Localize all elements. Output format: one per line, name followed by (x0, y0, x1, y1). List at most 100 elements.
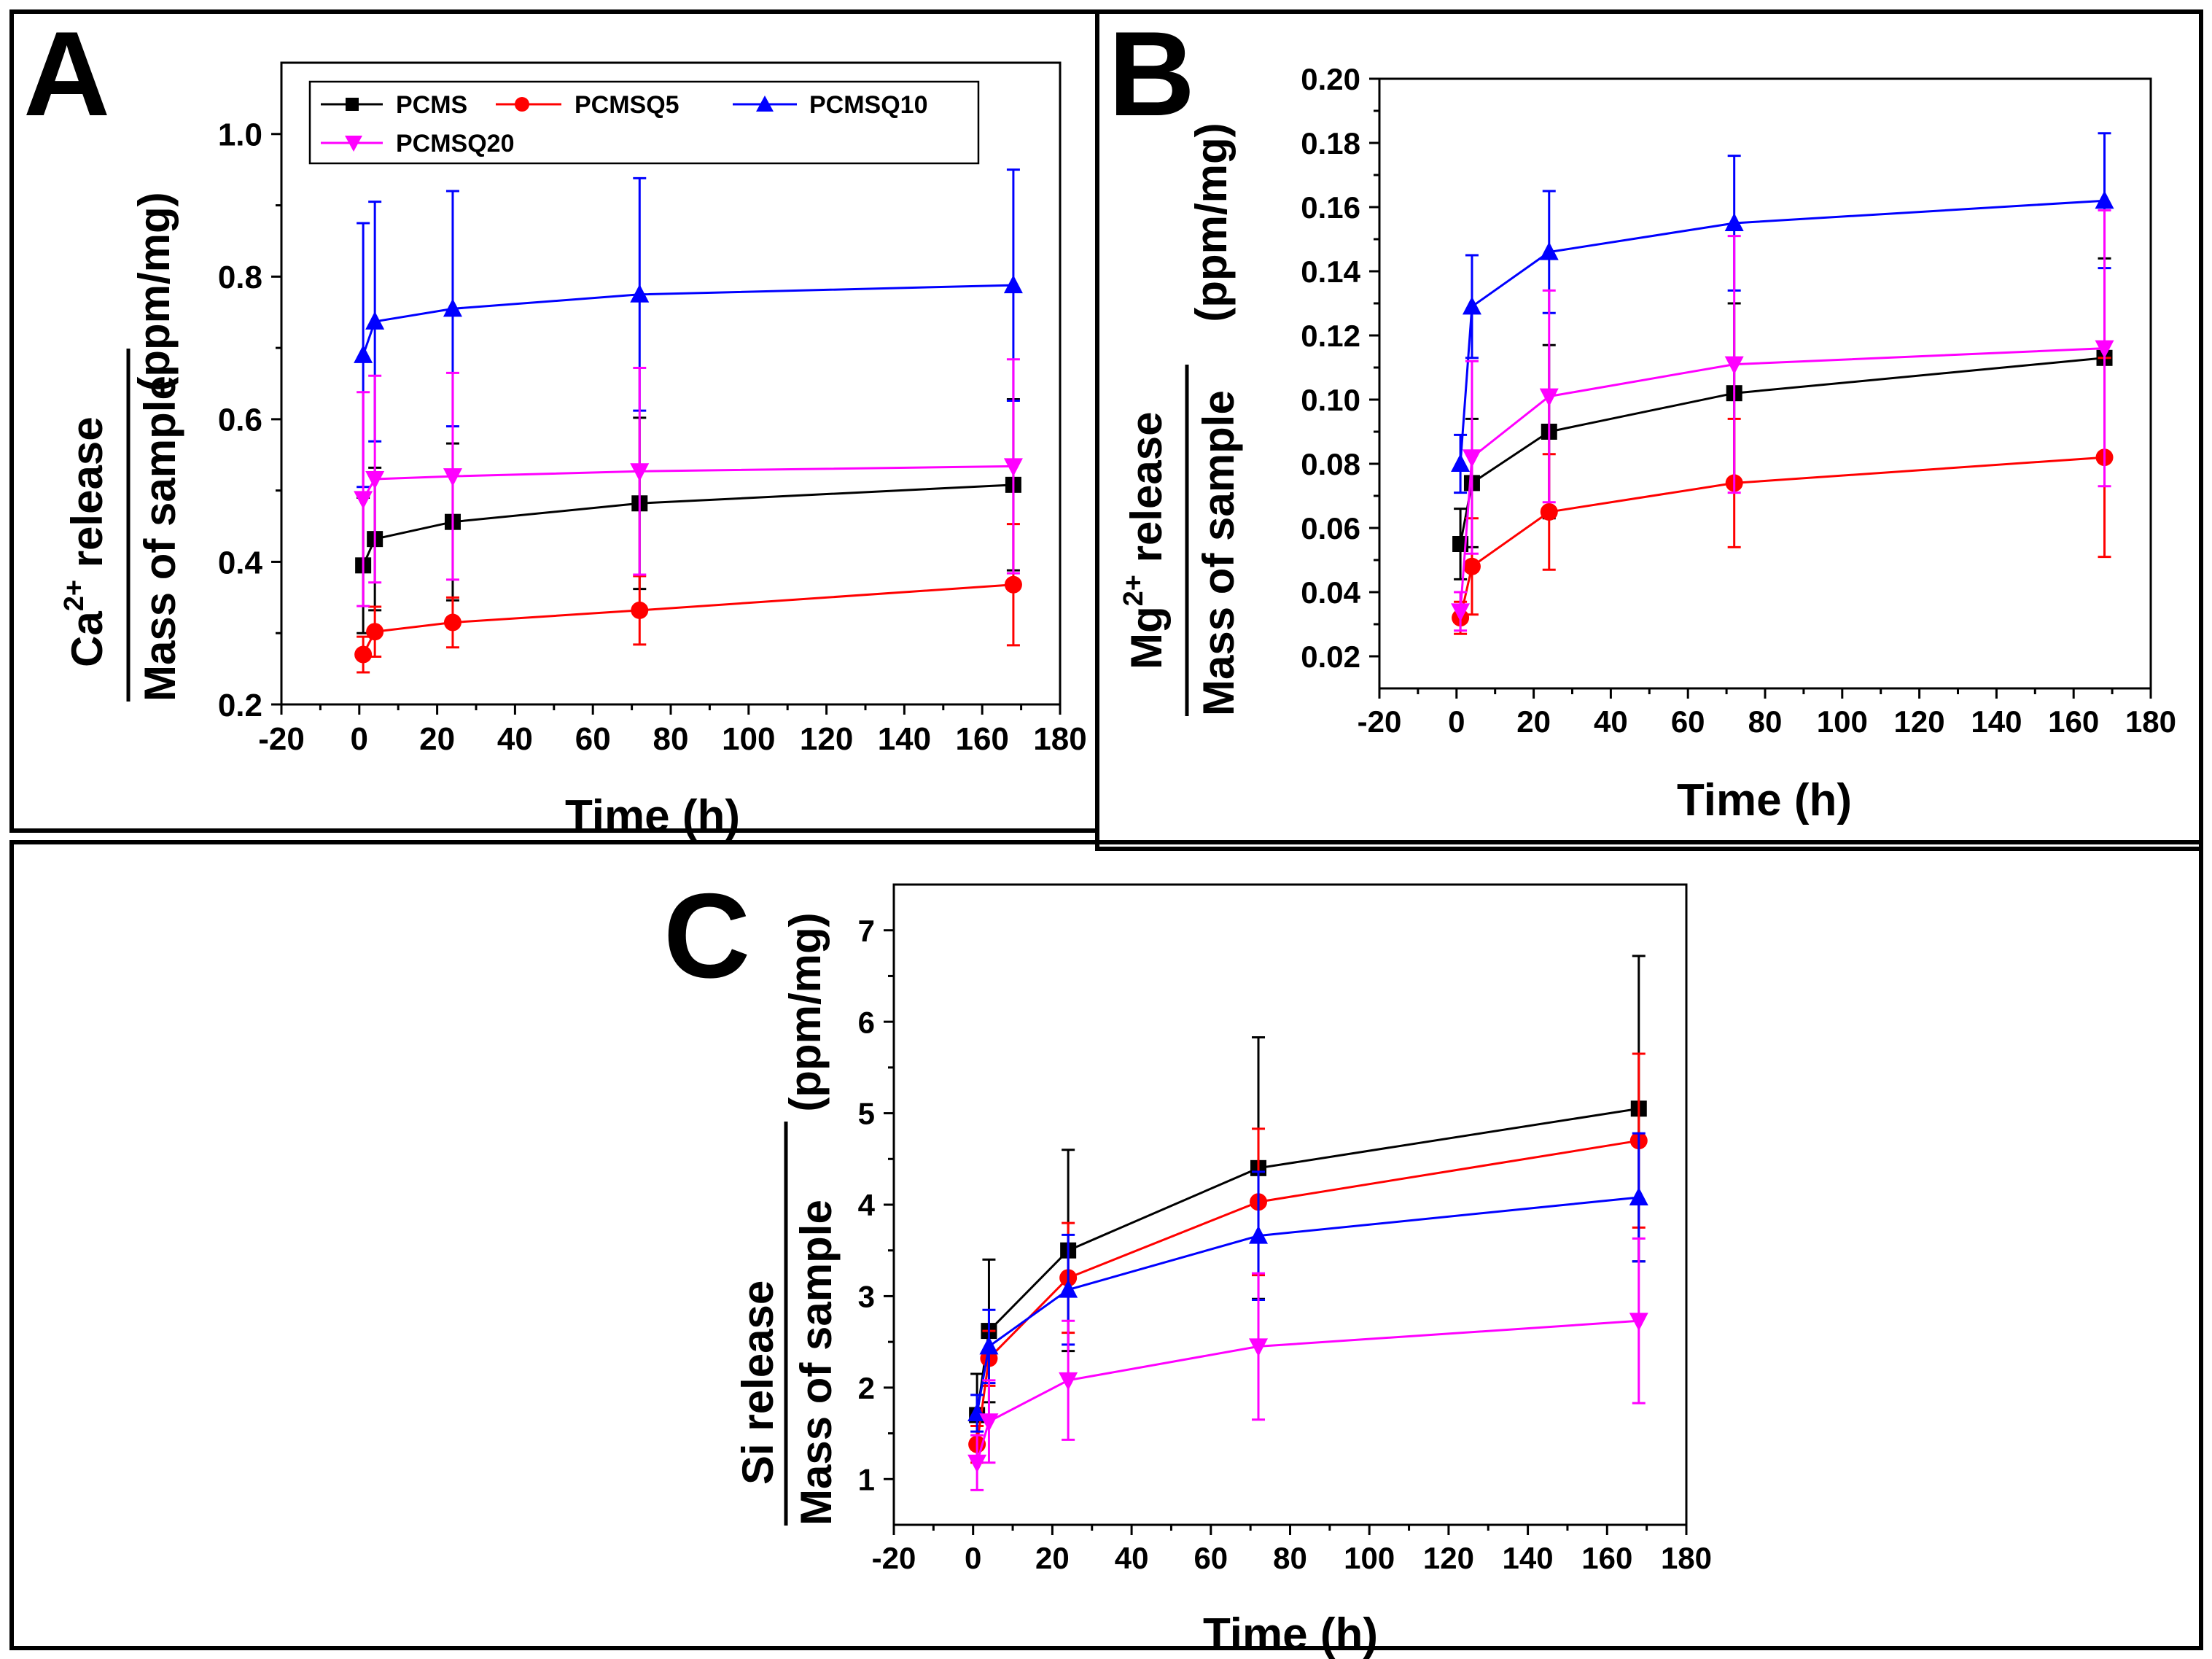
legend-label-pcms: PCMS (396, 91, 467, 119)
panel-a-legend-box (308, 80, 980, 165)
x-tick-label: 160 (955, 721, 1008, 757)
legend-entry-pcmsq10: PCMSQ10 (733, 91, 928, 119)
y-tick-label: 4 (858, 1188, 876, 1222)
x-tick-label: 20 (1516, 704, 1551, 739)
y-tick-label: 0.8 (218, 260, 262, 295)
legend-label-pcmsq10: PCMSQ10 (809, 91, 928, 119)
data-point-pcmsq20 (1059, 1372, 1078, 1391)
panel-b-ylabel-num-a: Mg (1122, 606, 1171, 669)
data-point-pcmsq20 (967, 1454, 987, 1473)
legend-marker-pcmsq10 (756, 96, 774, 112)
data-point-pcmsq5 (354, 645, 373, 664)
data-point-pcmsq20 (2095, 340, 2114, 359)
legend-entry-pcms: PCMS (321, 91, 467, 119)
x-tick-label: 40 (1594, 704, 1628, 739)
y-tick-label: 0.08 (1301, 447, 1360, 481)
data-point-pcmsq20 (630, 463, 650, 482)
data-point-pcmsq5 (1463, 557, 1481, 575)
panel-a-letter: A (23, 7, 110, 141)
panel-c-ylabel-unit: (ppm/mg) (781, 912, 830, 1111)
panel-b-ylabel-num-b: release (1122, 411, 1171, 575)
x-tick-label: 180 (1033, 721, 1086, 757)
data-point-pcmsq10 (1249, 1225, 1269, 1244)
x-tick-label: 80 (1748, 704, 1783, 739)
y-tick-label: 0.16 (1301, 190, 1360, 225)
data-point-pcmsq10 (354, 344, 373, 363)
legend-entry-pcmsq20: PCMSQ20 (321, 130, 515, 158)
x-tick-label: 80 (1273, 1541, 1307, 1575)
panel-c-plot: -20 0 20 40 60 80 100 120 140 160 180 1 2 3 4 5 6 7 (858, 883, 1712, 1575)
x-tick-label: 160 (2048, 704, 2099, 739)
panel-a-ylabel-num-b: release (63, 416, 112, 580)
y-tick-label: 0.14 (1301, 255, 1360, 289)
data-point-pcmsq10 (1059, 1279, 1078, 1298)
data-point-pcmsq10 (1451, 454, 1471, 472)
data-point-pcmsq20 (365, 471, 385, 490)
panel-a-ylabel: Ca2+ release Mass of sample (ppm/mg) (59, 192, 184, 702)
x-tick-label: 140 (1503, 1541, 1554, 1575)
panel-a-ylabel-den: Mass of sample (136, 376, 184, 702)
panel-a-ylabel-num-a: Ca (63, 611, 112, 667)
data-point-pcmsq20 (979, 1413, 999, 1432)
panel-c-ylabel: Si release Mass of sample (ppm/mg) (733, 912, 841, 1526)
y-tick-label: 0.20 (1301, 62, 1360, 96)
x-tick-label: 120 (800, 721, 853, 757)
y-tick-label: 1.0 (218, 117, 262, 153)
data-point-pcmsq20 (354, 491, 373, 510)
panel-c-xlabel: Time (h) (1203, 1609, 1378, 1659)
x-tick-label: 100 (1344, 1541, 1395, 1575)
x-tick-label: 20 (419, 721, 455, 757)
x-tick-label: 40 (1115, 1541, 1149, 1575)
y-tick-label: 5 (858, 1097, 875, 1131)
data-point-pcmsq10 (1629, 1186, 1648, 1205)
panel-b-ylabel-num: Mg2+ release (1118, 411, 1171, 669)
panel-a-plot: -20 0 20 40 60 80 100 120 140 160 180 0.2 0.4 0.6 0.8 1… (218, 61, 1087, 757)
data-point-pcmsq10 (979, 1336, 999, 1355)
x-tick-label: -20 (872, 1541, 916, 1575)
panel-a-ylabel-num-sup: 2+ (59, 580, 90, 611)
panel-b-letter: B (1108, 7, 1195, 141)
data-point-pcmsq20 (1451, 603, 1471, 622)
data-point-pcmsq10 (630, 284, 650, 303)
data-point-pcmsq10 (1539, 241, 1559, 260)
data-point-pcmsq5 (366, 623, 384, 641)
data-point-pcmsq20 (1462, 449, 1481, 468)
panel-b-xlabel: Time (h) (1677, 775, 1852, 825)
data-point-pcmsq20 (443, 468, 462, 487)
y-tick-label: 0.4 (218, 545, 263, 580)
x-tick-label: 60 (1193, 1541, 1228, 1575)
y-tick-label: 0.2 (218, 688, 262, 723)
panel-b-frame (1095, 9, 2203, 851)
x-tick-label: -20 (258, 721, 305, 757)
x-tick-label: 60 (1671, 704, 1705, 739)
panel-a-ylabel-unit: (ppm/mg) (130, 192, 179, 391)
y-tick-label: 0.12 (1301, 319, 1360, 353)
y-tick-label: 7 (858, 914, 875, 948)
legend-label-pcmsq5: PCMSQ5 (575, 91, 679, 119)
x-tick-label: 180 (2125, 704, 2176, 739)
x-tick-label: 160 (1581, 1541, 1632, 1575)
legend-marker-pcms (346, 98, 359, 111)
panel-c-ylabel-den: Mass of sample (792, 1200, 841, 1526)
x-tick-label: 100 (1817, 704, 1868, 739)
y-tick-label: 3 (858, 1280, 875, 1314)
x-tick-label: 100 (722, 721, 775, 757)
panel-b-ylabel-den: Mass of sample (1194, 390, 1243, 716)
y-tick-label: 1 (858, 1462, 875, 1496)
x-tick-label: 180 (1661, 1541, 1712, 1575)
panel-a-ylabel-num: Ca2+ release (59, 416, 112, 667)
x-tick-label: 0 (351, 721, 368, 757)
data-point-pcmsq10 (1724, 213, 1744, 231)
legend-marker-pcmsq20 (345, 136, 362, 152)
x-tick-label: 0 (1448, 704, 1465, 739)
data-point-pcmsq10 (365, 311, 385, 330)
y-tick-label: 6 (858, 1005, 875, 1039)
x-tick-label: 20 (1035, 1541, 1070, 1575)
data-point-pcmsq5 (443, 613, 462, 632)
legend-entry-pcmsq5: PCMSQ5 (496, 91, 679, 119)
x-tick-label: -20 (1358, 704, 1402, 739)
legend-marker-pcmsq5 (515, 97, 529, 112)
x-tick-label: 40 (497, 721, 533, 757)
data-point-pcmsq10 (1462, 296, 1481, 315)
